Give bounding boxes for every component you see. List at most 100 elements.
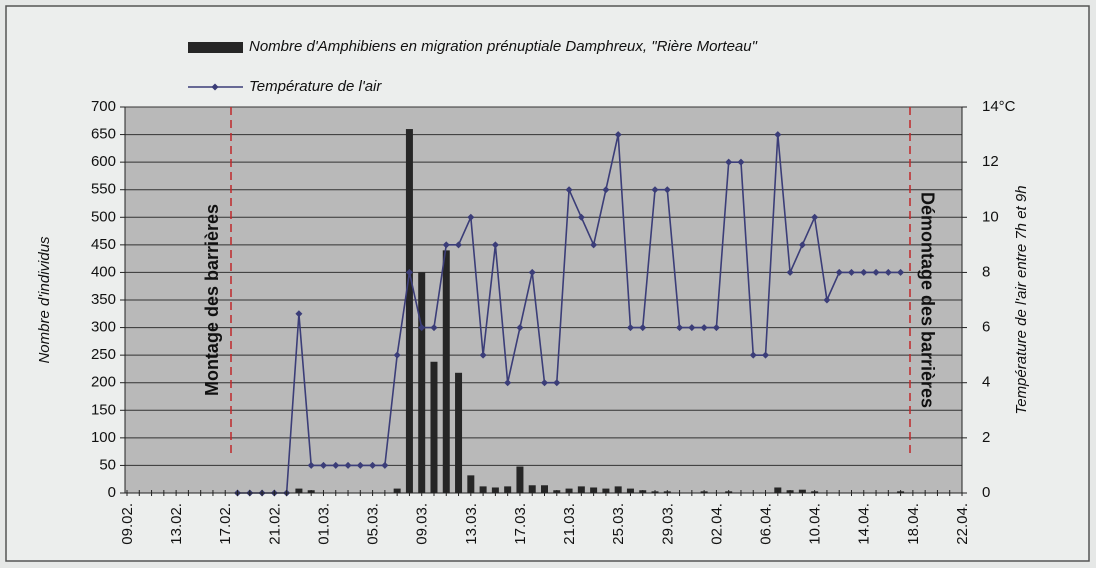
marker bbox=[872, 268, 880, 276]
marker bbox=[565, 186, 573, 194]
marker bbox=[786, 268, 794, 276]
y2-tick-label: 12 bbox=[982, 153, 999, 170]
grid bbox=[125, 106, 962, 494]
y2-tick-label: 0 bbox=[982, 484, 990, 501]
x-tick-label: 05.03. bbox=[365, 503, 382, 545]
marker bbox=[847, 268, 855, 276]
y-tick-label: 450 bbox=[91, 236, 116, 253]
bar bbox=[418, 272, 426, 493]
marker bbox=[897, 268, 905, 276]
legend-label: Nombre d'Amphibiens en migration prénupt… bbox=[249, 38, 758, 55]
marker bbox=[528, 268, 536, 276]
marker bbox=[725, 158, 733, 166]
marker bbox=[442, 241, 450, 249]
marker bbox=[467, 213, 475, 221]
legend-swatch bbox=[211, 83, 219, 91]
y-tick-label: 250 bbox=[91, 346, 116, 363]
y2-tick-label: 4 bbox=[982, 374, 990, 391]
legend: Nombre d'Amphibiens en migration prénupt… bbox=[188, 38, 758, 95]
marker bbox=[774, 131, 782, 139]
marker bbox=[491, 241, 499, 249]
bar bbox=[577, 486, 585, 493]
marker bbox=[455, 241, 463, 249]
marker bbox=[860, 268, 868, 276]
y-tick-label: 350 bbox=[91, 291, 116, 308]
y-tick-label: 550 bbox=[91, 181, 116, 198]
marker bbox=[626, 324, 634, 332]
marker bbox=[418, 324, 426, 332]
marker bbox=[307, 461, 315, 469]
marker bbox=[381, 461, 389, 469]
marker bbox=[663, 186, 671, 194]
marker bbox=[332, 461, 340, 469]
bar bbox=[516, 466, 524, 493]
marker bbox=[356, 461, 364, 469]
annotation: Montage des barrières bbox=[202, 204, 222, 396]
y-axis-label: Nombre d'individus bbox=[36, 236, 53, 364]
y-tick-label: 50 bbox=[99, 456, 116, 473]
x-tick-label: 17.03. bbox=[512, 503, 529, 545]
x-tick-label: 01.03. bbox=[315, 503, 332, 545]
marker bbox=[577, 213, 585, 221]
bar bbox=[467, 475, 475, 493]
y-tick-label: 0 bbox=[108, 484, 116, 501]
marker bbox=[700, 324, 708, 332]
legend-label: Température de l'air bbox=[249, 78, 382, 95]
y2-axis-label: Température de l'air entre 7h et 9h bbox=[1013, 185, 1030, 414]
marker bbox=[295, 310, 303, 318]
marker bbox=[319, 461, 327, 469]
x-tick-label: 14.04. bbox=[856, 503, 873, 545]
marker bbox=[688, 324, 696, 332]
y-tick-label: 150 bbox=[91, 401, 116, 418]
marker bbox=[835, 268, 843, 276]
x-tick-label: 06.04. bbox=[757, 503, 774, 545]
bar bbox=[541, 485, 548, 493]
bar bbox=[405, 129, 413, 494]
bar bbox=[528, 485, 536, 493]
x-tick-label: 02.04. bbox=[708, 503, 725, 545]
legend-swatch bbox=[188, 42, 243, 53]
marker bbox=[516, 324, 524, 332]
marker bbox=[614, 131, 622, 139]
x-tick-label: 13.03. bbox=[463, 503, 480, 545]
bar bbox=[614, 486, 622, 493]
marker bbox=[553, 379, 561, 387]
marker bbox=[651, 186, 659, 194]
marker bbox=[798, 241, 806, 249]
y-tick-label: 500 bbox=[91, 208, 116, 225]
marker bbox=[344, 461, 352, 469]
y2-tick-label: 6 bbox=[982, 319, 990, 336]
x-tick-label: 22.04. bbox=[954, 503, 971, 545]
y-tick-label: 600 bbox=[91, 153, 116, 170]
marker bbox=[479, 351, 487, 359]
marker bbox=[712, 324, 720, 332]
marker bbox=[749, 351, 757, 359]
y2-tick-label: 2 bbox=[982, 429, 990, 446]
y-tick-label: 650 bbox=[91, 126, 116, 143]
bar bbox=[504, 486, 512, 493]
y-tick-label: 300 bbox=[91, 319, 116, 336]
y2-tick-label: 10 bbox=[982, 208, 999, 225]
marker bbox=[811, 213, 819, 221]
marker bbox=[639, 324, 647, 332]
bar bbox=[430, 361, 438, 493]
y-tick-label: 100 bbox=[91, 429, 116, 446]
x-tick-label: 29.03. bbox=[659, 503, 676, 545]
x-tick-label: 21.02. bbox=[266, 503, 283, 545]
x-tick-label: 21.03. bbox=[561, 503, 578, 545]
y-tick-label: 700 bbox=[91, 98, 116, 115]
x-tick-label: 10.04. bbox=[807, 503, 824, 545]
marker bbox=[602, 186, 610, 194]
x-tick-label: 09.03. bbox=[414, 503, 431, 545]
marker bbox=[762, 351, 770, 359]
marker bbox=[676, 324, 684, 332]
marker bbox=[884, 268, 892, 276]
bar bbox=[442, 250, 450, 493]
marker bbox=[590, 241, 598, 249]
x-tick-label: 25.03. bbox=[610, 503, 627, 545]
annotation: Démontage des barrières bbox=[917, 192, 937, 408]
bar bbox=[479, 486, 487, 493]
marker bbox=[823, 296, 831, 304]
x-tick-label: 17.02. bbox=[217, 503, 234, 545]
